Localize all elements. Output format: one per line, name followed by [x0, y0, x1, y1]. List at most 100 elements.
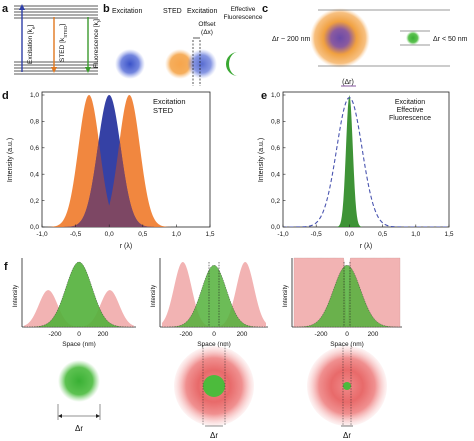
d-ytick-1: 0,0 — [30, 224, 39, 231]
b-excitation2-label: Excitation — [187, 8, 217, 15]
small-spot-size: Δr < 50 nm — [433, 36, 468, 43]
e-excitation-curve — [283, 97, 449, 227]
d-xtick-3: 0,0 — [105, 231, 114, 238]
d-xtick-4: 0,5 — [138, 231, 147, 238]
energy-levels — [14, 5, 98, 75]
d-xticks: -1,0 -0,5 0,0 0,5 1,0 1,5 — [36, 224, 215, 238]
f1-sted-profile — [24, 290, 134, 327]
panel-c-label: c — [262, 3, 268, 15]
e-legend-fluorescence: Fluorescence — [389, 115, 431, 122]
f-plot-3: Intensity Space (nm) -200 0 200 — [283, 257, 402, 348]
excitation-arrowhead — [19, 4, 25, 10]
d-ytick-3: 0,4 — [30, 171, 39, 178]
e-delta-r: (Δr) — [342, 79, 354, 86]
f3-excitation-profile — [293, 265, 401, 328]
panel-b-label: b — [103, 3, 110, 15]
sted-arrowhead — [51, 67, 57, 73]
d-xtick-5: 1,0 — [172, 231, 181, 238]
panel-c: c Δr ~ 200 nm Δr < 50 nm — [262, 3, 468, 68]
e-xtick-6: 1,5 — [444, 231, 453, 238]
offset-label: Offset (Δx) — [198, 21, 215, 36]
f2-green-core — [203, 375, 225, 397]
excitation-rate-label: Excitation [ke] — [27, 24, 36, 64]
big-spot-size: Δr ~ 200 nm — [272, 36, 311, 43]
f2-ylabel: Intensity — [151, 285, 157, 307]
panel-b: b Excitation STED Excitation Effective Fl… — [103, 3, 263, 86]
b-excitation-label: Excitation — [112, 8, 142, 15]
e-ytick-4: 0,6 — [271, 145, 280, 152]
d-overlap-region — [42, 141, 210, 227]
e-legend-excitation: Excitation — [395, 99, 425, 106]
d-sted-curve — [42, 95, 210, 227]
f2-xlabel: Space (nm) — [197, 341, 231, 348]
f2-excitation-profile — [161, 265, 267, 328]
f3-dr-label: Δr — [343, 431, 351, 440]
effective-crescent — [226, 52, 238, 76]
f1-dr-head-left — [58, 414, 62, 418]
e-xtick-3: 0,0 — [345, 231, 354, 238]
excitation-spot — [115, 49, 145, 79]
f-spot-2: Δr — [174, 345, 254, 440]
f2-dr-label: Δr — [210, 431, 218, 440]
f3-xtick-3: 200 — [368, 331, 379, 338]
fluorescence-arrowhead — [85, 67, 91, 73]
f1-xtick-1: -200 — [48, 331, 61, 338]
f3-ylabel: Intensity — [283, 285, 289, 307]
e-ylabel: Intensity (a.u.) — [258, 138, 265, 182]
f2-sted-profile — [162, 262, 266, 327]
f1-dr-head-right — [96, 414, 100, 418]
panel-d: d Excitation STED Intensity (a.u.) r (λ)… — [2, 90, 215, 250]
e-plot-frame — [282, 91, 450, 228]
d-yticks: 0,0 0,2 0,4 0,6 0,8 1,0 — [30, 92, 45, 231]
panel-a: a Excitation [ke] STED [kSTED] Fluoresce… — [2, 3, 102, 75]
e-legend-effective: Effective — [397, 107, 424, 114]
effective-small-spot — [406, 31, 420, 45]
f2-xtick-1: -200 — [179, 331, 192, 338]
sted-spot — [165, 49, 195, 79]
d-xlabel: r (λ) — [120, 243, 132, 250]
d-ytick-4: 0,6 — [30, 145, 39, 152]
f1-xlabel: Space (nm) — [62, 341, 96, 348]
e-yticks: 0,0 0,2 0,4 0,6 0,8 1,0 — [271, 92, 286, 231]
panel-e: e (Δr) Excitation Effective Fluorescence… — [258, 79, 454, 250]
e-ytick-3: 0,4 — [271, 171, 280, 178]
e-ytick-5: 0,8 — [271, 119, 280, 126]
f1-xtick-2: 0 — [77, 331, 81, 338]
f3-xlabel: Space (nm) — [330, 341, 364, 348]
f2-xtick-2: 0 — [212, 331, 216, 338]
d-xtick-6: 1,5 — [205, 231, 214, 238]
b-sted-label: STED — [163, 8, 182, 15]
e-ytick-6: 1,0 — [271, 92, 280, 99]
panel-f: f Intensity Space (nm) -200 0 200 Intens… — [4, 257, 402, 440]
f2-xtick-3: 200 — [237, 331, 248, 338]
d-legend-sted: STED — [153, 106, 174, 115]
f1-excitation-profile — [23, 261, 135, 328]
f1-ylabel: Intensity — [13, 285, 19, 307]
panel-e-label: e — [261, 90, 267, 102]
e-ytick-2: 0,2 — [271, 198, 280, 205]
e-xticks: -1,0 -0,5 0,0 0,5 1,0 1,5 — [277, 224, 454, 238]
f1-xtick-3: 200 — [98, 331, 109, 338]
e-xlabel: r (λ) — [360, 243, 372, 250]
d-xtick-2: -0,5 — [70, 231, 82, 238]
f-spot-3: Δr — [307, 345, 387, 440]
e-ytick-1: 0,0 — [271, 224, 280, 231]
d-xtick-1: -1,0 — [36, 231, 48, 238]
e-xtick-4: 0,5 — [378, 231, 387, 238]
f-spot-1: Δr — [57, 360, 101, 433]
d-ytick-5: 0,8 — [30, 119, 39, 126]
f3-green-core — [343, 382, 351, 390]
f1-green-spot — [58, 360, 100, 402]
b-effective-label: Effective Fluorescence — [223, 6, 262, 21]
f1-dr-label: Δr — [75, 424, 83, 433]
sted-donut-spot — [310, 8, 370, 68]
f3-xtick-1: -200 — [314, 331, 327, 338]
d-ytick-2: 0,2 — [30, 198, 39, 205]
panel-a-label: a — [2, 3, 9, 15]
d-ylabel: Intensity (a.u.) — [7, 138, 14, 182]
f-plot-1: Intensity Space (nm) -200 0 200 — [13, 258, 136, 348]
shifted-excitation-spot — [187, 49, 217, 79]
e-xtick-2: -0,5 — [311, 231, 323, 238]
e-xtick-5: 1,0 — [411, 231, 420, 238]
